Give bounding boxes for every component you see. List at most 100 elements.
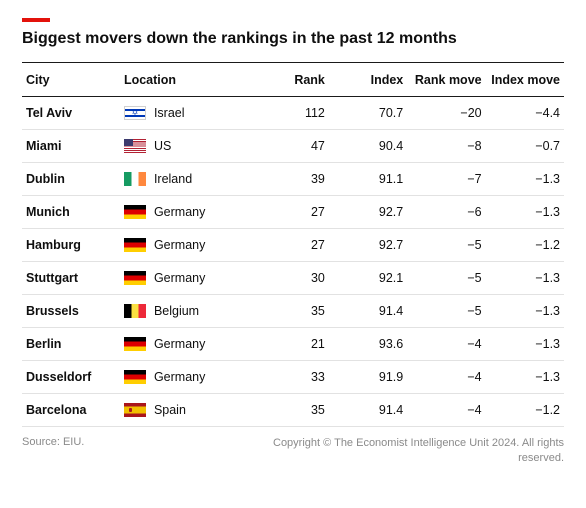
cell-city: Tel Aviv (22, 97, 120, 130)
country-label: Germany (154, 370, 205, 384)
cell-index: 91.4 (329, 295, 407, 328)
table-row: Miami US 4790.4−8−0.7 (22, 130, 564, 163)
cell-rank: 35 (251, 394, 329, 427)
table-row: Brussels Belgium 3591.4−5−1.3 (22, 295, 564, 328)
country-label: Spain (154, 403, 186, 417)
cell-rank: 47 (251, 130, 329, 163)
cell-rank-move: −4 (407, 394, 485, 427)
cell-city: Stuttgart (22, 262, 120, 295)
cell-rank: 39 (251, 163, 329, 196)
cell-index: 91.1 (329, 163, 407, 196)
cell-city: Dusseldorf (22, 361, 120, 394)
flag-icon (124, 172, 146, 186)
cell-rank: 112 (251, 97, 329, 130)
col-rank: Rank (251, 63, 329, 97)
cell-index-move: −1.3 (486, 295, 564, 328)
table-row: Dusseldorf Germany 3391.9−4−1.3 (22, 361, 564, 394)
col-city: City (22, 63, 120, 97)
country-label: Germany (154, 271, 205, 285)
cell-index: 70.7 (329, 97, 407, 130)
cell-rank: 27 (251, 229, 329, 262)
cell-index-move: −0.7 (486, 130, 564, 163)
cell-location: US (120, 130, 251, 163)
page-title: Biggest movers down the rankings in the … (22, 30, 564, 48)
cell-index-move: −4.4 (486, 97, 564, 130)
flag-icon (124, 139, 146, 153)
cell-rank-move: −5 (407, 295, 485, 328)
cell-rank: 33 (251, 361, 329, 394)
cell-index-move: −1.3 (486, 328, 564, 361)
country-label: Germany (154, 337, 205, 351)
flag-icon (124, 205, 146, 219)
cell-index: 93.6 (329, 328, 407, 361)
cell-index-move: −1.3 (486, 196, 564, 229)
source-text: Source: EIU. (22, 436, 84, 448)
footer: Source: EIU. Copyright © The Economist I… (22, 436, 564, 466)
cell-location: Germany (120, 196, 251, 229)
flag-icon (124, 271, 146, 285)
cell-city: Hamburg (22, 229, 120, 262)
cell-rank-move: −4 (407, 361, 485, 394)
accent-bar (22, 18, 50, 22)
flag-icon (124, 370, 146, 384)
cell-index-move: −1.3 (486, 262, 564, 295)
table-row: Tel Aviv ✡ Israel 11270.7−20−4.4 (22, 97, 564, 130)
country-label: Germany (154, 205, 205, 219)
cell-rank-move: −7 (407, 163, 485, 196)
cell-rank-move: −8 (407, 130, 485, 163)
cell-index: 91.4 (329, 394, 407, 427)
country-label: Ireland (154, 172, 192, 186)
cell-city: Berlin (22, 328, 120, 361)
table-row: Munich Germany 2792.7−6−1.3 (22, 196, 564, 229)
cell-location: Germany (120, 328, 251, 361)
cell-index-move: −1.2 (486, 394, 564, 427)
flag-icon (124, 337, 146, 351)
cell-index: 90.4 (329, 130, 407, 163)
table-row: StuttgartGermany3092.1−5−1.3 (22, 262, 564, 295)
country-label: Belgium (154, 304, 199, 318)
flag-icon: ✡ (124, 106, 146, 120)
col-index-move: Index move (486, 63, 564, 97)
cell-index-move: −1.3 (486, 361, 564, 394)
cell-location: Spain (120, 394, 251, 427)
cell-city: Dublin (22, 163, 120, 196)
cell-rank-move: −5 (407, 229, 485, 262)
copyright-text: Copyright © The Economist Intelligence U… (234, 436, 564, 466)
cell-index-move: −1.3 (486, 163, 564, 196)
table-header-row: City Location Rank Index Rank move Index… (22, 63, 564, 97)
cell-rank: 30 (251, 262, 329, 295)
cell-rank: 21 (251, 328, 329, 361)
cell-rank: 35 (251, 295, 329, 328)
cell-location: Germany (120, 229, 251, 262)
cell-index: 92.7 (329, 229, 407, 262)
cell-rank-move: −4 (407, 328, 485, 361)
flag-icon (124, 304, 146, 318)
cell-city: Barcelona (22, 394, 120, 427)
col-index: Index (329, 63, 407, 97)
cell-index: 92.7 (329, 196, 407, 229)
cell-location: Germany (120, 361, 251, 394)
col-rank-move: Rank move (407, 63, 485, 97)
cell-rank-move: −6 (407, 196, 485, 229)
cell-index: 91.9 (329, 361, 407, 394)
flag-icon (124, 403, 146, 417)
rankings-table: City Location Rank Index Rank move Index… (22, 62, 564, 427)
cell-index: 92.1 (329, 262, 407, 295)
col-location: Location (120, 63, 251, 97)
country-label: Israel (154, 106, 185, 120)
cell-location: Belgium (120, 295, 251, 328)
cell-city: Miami (22, 130, 120, 163)
country-label: US (154, 139, 171, 153)
table-row: Barcelona Spain 3591.4−4−1.2 (22, 394, 564, 427)
cell-rank-move: −20 (407, 97, 485, 130)
table-row: HamburgGermany2792.7−5−1.2 (22, 229, 564, 262)
cell-city: Brussels (22, 295, 120, 328)
country-label: Germany (154, 238, 205, 252)
table-row: Berlin Germany 2193.6−4−1.3 (22, 328, 564, 361)
cell-location: Germany (120, 262, 251, 295)
flag-icon (124, 238, 146, 252)
table-row: Dublin Ireland 3991.1−7−1.3 (22, 163, 564, 196)
cell-rank: 27 (251, 196, 329, 229)
cell-city: Munich (22, 196, 120, 229)
cell-location: ✡ Israel (120, 97, 251, 130)
